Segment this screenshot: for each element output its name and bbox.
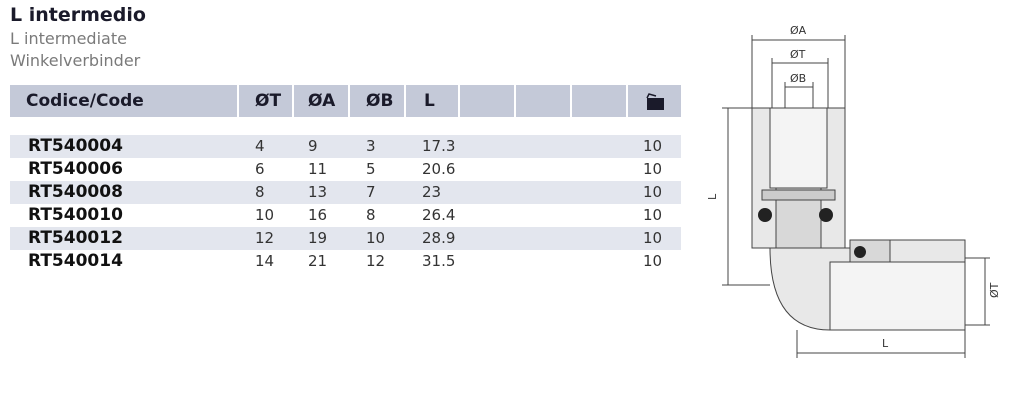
table-row: RT540014 14 21 12 31.5 10 (10, 250, 681, 273)
table-cell: 10 (643, 206, 663, 224)
table-cell: 20.6 (422, 160, 456, 178)
table-cell: 31.5 (422, 252, 456, 270)
column-header: ØT (255, 91, 282, 111)
table-cell: 10 (255, 206, 275, 224)
table-cell: 14 (255, 252, 275, 270)
column-header: ØB (366, 91, 394, 111)
o-ring (819, 208, 833, 222)
table-cell: 3 (366, 137, 376, 155)
table-cell: 10 (643, 229, 663, 247)
table-cell: 12 (366, 252, 386, 270)
table-cell: 26.4 (422, 206, 456, 224)
table-cell: 9 (308, 137, 318, 155)
table-cell: 17.3 (422, 137, 456, 155)
o-ring (758, 208, 772, 222)
table-cell: 12 (255, 229, 275, 247)
table-cell: 7 (366, 183, 376, 201)
product-code: RT540004 (28, 136, 123, 156)
product-code: RT540010 (28, 205, 123, 225)
table-cell: 10 (366, 229, 386, 247)
table-header: Codice/Code ØT ØA ØB L (10, 85, 681, 117)
title: L intermedio (10, 4, 146, 26)
separator (348, 85, 350, 117)
separator (458, 85, 460, 117)
table-cell: 19 (308, 229, 328, 247)
table-cell: 21 (308, 252, 328, 270)
dim-label: ØB (790, 72, 806, 85)
subtitle: Winkelverbinder (10, 51, 141, 70)
dim-label: L (882, 337, 889, 350)
separator (292, 85, 294, 117)
table-cell: 10 (643, 252, 663, 270)
separator (404, 85, 406, 117)
table-cell: 16 (308, 206, 328, 224)
product-code: RT540008 (28, 182, 123, 202)
table-cell: 6 (255, 160, 265, 178)
separator (626, 85, 628, 117)
table-cell: 11 (308, 160, 328, 178)
table-cell: 28.9 (422, 229, 456, 247)
product-code: RT540006 (28, 159, 123, 179)
column-header: L (424, 91, 435, 111)
table-cell: 10 (643, 137, 663, 155)
dim-label: ØT (790, 48, 806, 61)
subtitle: L intermediate (10, 29, 127, 48)
table-cell: 10 (643, 183, 663, 201)
technical-drawing: ØA ØT ØB L L ØT (706, 24, 1001, 358)
box-icon (646, 93, 664, 110)
table-row: RT540008 8 13 7 23 10 (10, 181, 681, 204)
table-cell: 13 (308, 183, 328, 201)
dim-label: ØT (988, 282, 1001, 298)
o-ring (854, 246, 866, 258)
separator (237, 85, 239, 117)
table-row: RT540010 10 16 8 26.4 10 (10, 204, 681, 227)
table-cell: 8 (255, 183, 265, 201)
table-cell: 23 (422, 183, 442, 201)
table-cell: 5 (366, 160, 376, 178)
table-row: RT540004 4 9 3 17.3 10 (10, 135, 681, 158)
column-header: Codice/Code (26, 91, 144, 111)
table-cell: 4 (255, 137, 265, 155)
product-code: RT540012 (28, 228, 123, 248)
table-cell: 10 (643, 160, 663, 178)
separator (514, 85, 516, 117)
column-header: ØA (308, 91, 336, 111)
table-row: RT540012 12 19 10 28.9 10 (10, 227, 681, 250)
table-cell: 8 (366, 206, 376, 224)
product-code: RT540014 (28, 251, 123, 271)
dim-label: ØA (790, 24, 807, 37)
separator (570, 85, 572, 117)
dim-label: L (706, 193, 719, 200)
table-row: RT540006 6 11 5 20.6 10 (10, 158, 681, 181)
